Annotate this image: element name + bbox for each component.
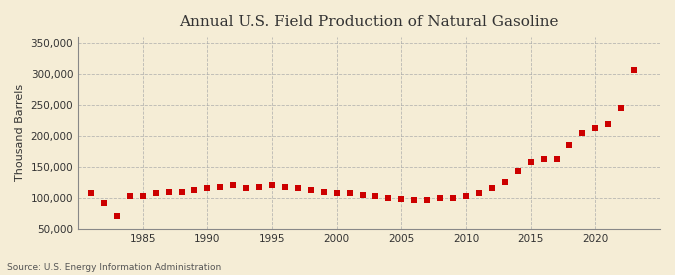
Y-axis label: Thousand Barrels: Thousand Barrels xyxy=(15,84,25,182)
Text: Source: U.S. Energy Information Administration: Source: U.S. Energy Information Administ… xyxy=(7,263,221,272)
Title: Annual U.S. Field Production of Natural Gasoline: Annual U.S. Field Production of Natural … xyxy=(180,15,559,29)
